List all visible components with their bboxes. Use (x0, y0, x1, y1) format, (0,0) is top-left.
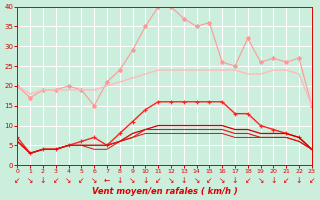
Text: ↓: ↓ (142, 176, 148, 185)
Text: ↙: ↙ (206, 176, 212, 185)
Text: ↓: ↓ (270, 176, 276, 185)
Text: ↙: ↙ (155, 176, 161, 185)
Text: ↘: ↘ (129, 176, 136, 185)
Text: ↓: ↓ (232, 176, 238, 185)
Text: ↘: ↘ (219, 176, 225, 185)
Text: ↙: ↙ (52, 176, 59, 185)
Text: ↙: ↙ (244, 176, 251, 185)
Text: ↘: ↘ (168, 176, 174, 185)
Text: ↓: ↓ (296, 176, 302, 185)
Text: ↙: ↙ (78, 176, 84, 185)
X-axis label: Vent moyen/en rafales ( km/h ): Vent moyen/en rafales ( km/h ) (92, 187, 237, 196)
Text: ↙: ↙ (283, 176, 289, 185)
Text: ↓: ↓ (40, 176, 46, 185)
Text: ↙: ↙ (309, 176, 315, 185)
Text: ↘: ↘ (27, 176, 33, 185)
Text: ↓: ↓ (116, 176, 123, 185)
Text: ↘: ↘ (91, 176, 97, 185)
Text: ↙: ↙ (14, 176, 20, 185)
Text: ↘: ↘ (257, 176, 264, 185)
Text: ↘: ↘ (65, 176, 72, 185)
Text: ↘: ↘ (193, 176, 200, 185)
Text: ↓: ↓ (180, 176, 187, 185)
Text: ←: ← (104, 176, 110, 185)
